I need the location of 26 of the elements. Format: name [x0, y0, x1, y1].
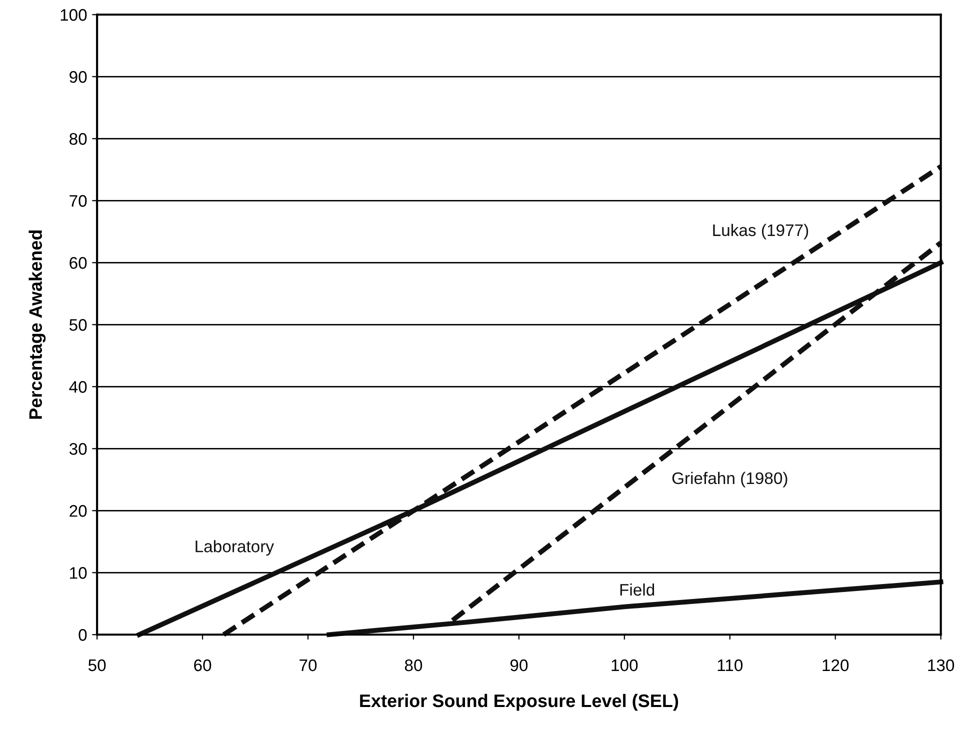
y-tick-label: 0 [78, 629, 87, 641]
y-tick-label: 80 [70, 133, 87, 145]
series-label: Lukas (1977) [713, 224, 808, 240]
y-tick-label: 40 [69, 381, 87, 393]
series-label: Field [620, 583, 654, 596]
x-tick-label: 110 [718, 659, 743, 672]
x-tick-label: 70 [300, 659, 317, 672]
x-tick-label: 80 [404, 659, 422, 672]
x-tick-label: 90 [510, 659, 528, 672]
x-tick-label: 100 [612, 659, 638, 672]
x-tick-label: 50 [88, 659, 106, 672]
y-tick-label: 90 [70, 71, 87, 83]
y-tick-label: 100 [60, 9, 87, 21]
x-tick-label: 130 [928, 659, 954, 672]
x-axis-title: Exterior Sound Exposure Level (SEL) [360, 694, 678, 711]
series-label: Griefahn (1980) [672, 472, 788, 488]
x-tick-label: 120 [822, 659, 849, 672]
y-tick-label: 30 [69, 443, 87, 455]
y-tick-label: 60 [70, 257, 87, 269]
series-label: Laboratory [196, 540, 274, 556]
y-tick-label: 50 [69, 319, 87, 331]
x-tick-label: 60 [194, 659, 212, 672]
y-tick-label: 10 [70, 567, 87, 579]
y-tick-label: 70 [70, 195, 87, 207]
y-axis-title: Percentage Awakened [28, 230, 46, 419]
y-tick-label: 20 [70, 505, 87, 517]
